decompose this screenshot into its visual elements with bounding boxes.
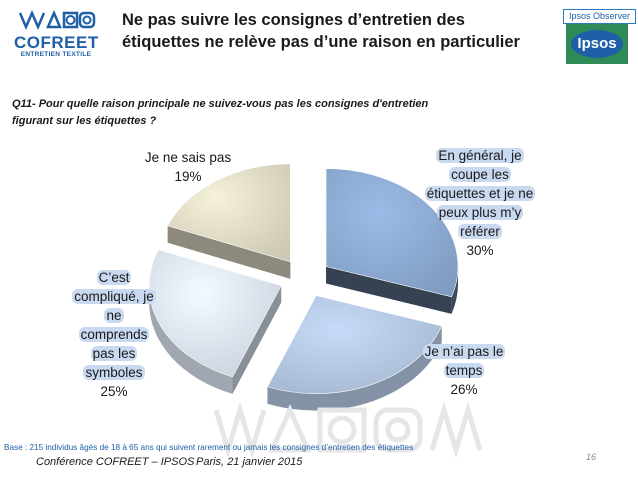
slice-label-temps: Je n’ai pas le temps 26% xyxy=(416,342,512,399)
pie-slice-wall-complique xyxy=(232,285,282,394)
logo-subtitle: ENTRETIEN TEXTILE xyxy=(20,51,92,58)
slice-label-complique: C’est compliqué, je ne comprends pas les… xyxy=(72,268,156,401)
care-symbols-watermark-icon xyxy=(213,402,483,458)
brand-tag: Ipsos Observer xyxy=(563,9,636,24)
pie-slice-complique xyxy=(148,249,282,378)
slice-label-nsp: Je ne sais pas 19% xyxy=(130,148,246,186)
slice-label-coupe: En général, je coupe les étiquettes et j… xyxy=(424,146,536,260)
care-symbols-logo-icon xyxy=(18,9,96,31)
pie-slice-wall-nsp xyxy=(167,225,291,279)
slice-value-temps: 26% xyxy=(450,382,478,397)
slice-value-complique: 25% xyxy=(100,384,128,399)
pie-slice-rim-temps xyxy=(267,325,442,411)
slice-value-nsp: 19% xyxy=(174,169,202,184)
pie-slice-nsp xyxy=(167,163,291,263)
pie-slice-side-coupe xyxy=(326,266,459,314)
slice-label-temps-text: Je n’ai pas le temps xyxy=(422,344,506,378)
base-note: Base : 215 individus âgés de 18 à 65 ans… xyxy=(4,443,414,452)
pie-slice-temps xyxy=(267,295,443,394)
footer-conference: Conférence COFREET – IPSOS xyxy=(36,456,195,468)
ipsos-logo-text: Ipsos xyxy=(571,30,623,58)
slice-value-coupe: 30% xyxy=(466,243,494,258)
slice-label-complique-text: C’est compliqué, je ne comprends pas les… xyxy=(72,270,156,380)
pie-slice-rim-coupe xyxy=(451,266,459,314)
pie-slice-rim-complique xyxy=(149,285,233,394)
slice-label-coupe-text: En général, je coupe les étiquettes et j… xyxy=(424,148,536,239)
logo-name: COFREET xyxy=(14,33,99,52)
footer-date: Paris, 21 janvier 2015 xyxy=(196,456,303,468)
page-number: 16 xyxy=(586,452,597,462)
pie-slice-coupe xyxy=(325,168,459,298)
question-text: Q11- Pour quelle raison principale ne su… xyxy=(12,98,429,127)
pie-slice-side-nsp xyxy=(167,225,291,279)
slice-label-nsp-text: Je ne sais pas xyxy=(144,150,232,165)
pie-slice-wall-coupe xyxy=(326,266,452,314)
ipsos-logo-icon: Ipsos xyxy=(566,24,628,64)
slide-title: Ne pas suivre les consignes d’entretien … xyxy=(122,11,520,51)
